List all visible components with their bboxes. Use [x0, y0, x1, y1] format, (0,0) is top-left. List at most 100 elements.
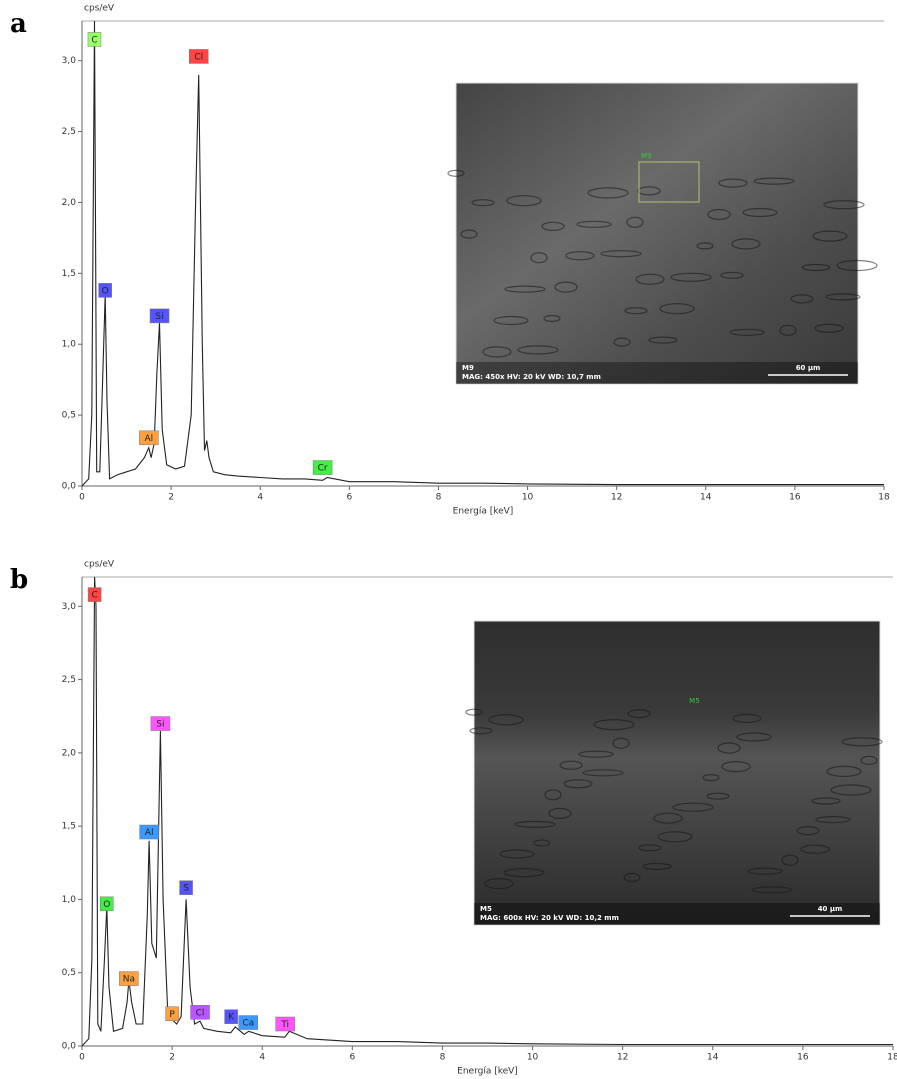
y-tick-label: 1,0: [62, 340, 77, 350]
peak-marker: [165, 1006, 179, 1022]
sem-texture: [800, 844, 830, 854]
site-label: M9: [641, 152, 652, 160]
peak-marker: [149, 308, 170, 324]
sem-texture: [653, 812, 683, 824]
sem-texture: [623, 872, 641, 883]
sem-texture: [707, 208, 731, 221]
sem-texture: [717, 742, 741, 754]
panel-label: b: [10, 565, 28, 595]
x-tick-label: 2: [169, 1053, 175, 1063]
sem-texture: [826, 765, 862, 778]
peak-label: S: [183, 884, 189, 894]
sem-texture: [696, 242, 714, 250]
x-tick-label: 14: [707, 1053, 719, 1063]
sem-texture: [720, 271, 744, 279]
sem-texture: [506, 195, 542, 207]
sem-texture: [624, 307, 648, 315]
sem-texture: [742, 207, 778, 218]
peak-marker: [190, 1005, 210, 1020]
sem-texture: [593, 718, 635, 731]
y-tick-label: 2,0: [62, 198, 77, 208]
peak-label: Ti: [280, 1020, 289, 1030]
x-tick-label: 16: [797, 1053, 809, 1063]
sem-texture: [503, 867, 545, 878]
y-axis-label: cps/eV: [84, 560, 115, 570]
sem-texture: [578, 750, 614, 758]
sem-texture: [612, 737, 630, 749]
sem-info-bar: [456, 362, 858, 384]
sem-texture: [672, 802, 714, 812]
peak-label: Ca: [242, 1019, 254, 1029]
sem-texture: [565, 251, 595, 261]
y-tick-label: 1,5: [62, 822, 76, 832]
sem-texture: [554, 281, 578, 293]
spectrum-line: [82, 576, 893, 1046]
sem-texture: [841, 737, 883, 747]
sem-texture: [718, 178, 748, 188]
sem-info-bar: [474, 903, 880, 925]
sem-texture: [721, 760, 751, 773]
peak-label: Si: [156, 720, 164, 730]
sem-texture: [635, 273, 665, 285]
y-tick-label: 3,0: [62, 602, 77, 612]
y-tick-label: 2,5: [62, 127, 76, 137]
sem-texture: [626, 216, 644, 228]
y-tick-label: 0,0: [62, 482, 77, 492]
peak-label: K: [228, 1013, 235, 1023]
sem-texture: [751, 886, 793, 894]
sem-texture: [613, 337, 631, 347]
sem-texture: [543, 314, 561, 323]
y-tick-label: 3,0: [62, 56, 77, 66]
sem-texture: [460, 229, 478, 239]
sem-texture: [814, 323, 844, 333]
peak-label: Cr: [318, 464, 328, 474]
peak-label: Al: [144, 434, 153, 444]
peak-label: Cl: [194, 52, 203, 62]
analysis-area: [638, 161, 700, 203]
sem-texture: [541, 221, 565, 231]
peak-label: Cl: [196, 1008, 205, 1018]
peak-label: C: [91, 35, 97, 45]
sem-texture: [471, 199, 495, 207]
y-tick-label: 1,0: [62, 895, 77, 905]
peak-marker: [100, 896, 114, 912]
sem-texture: [657, 831, 693, 843]
x-tick-label: 8: [440, 1053, 446, 1063]
y-tick-label: 2,5: [62, 675, 76, 685]
sem-texture: [825, 293, 861, 301]
peak-marker: [139, 824, 159, 840]
sem-texture: [533, 839, 551, 847]
sem-texture: [530, 252, 548, 264]
sem-texture: [642, 862, 672, 871]
sem-texture: [637, 186, 661, 196]
sem-texture: [576, 220, 612, 228]
x-tick-label: 10: [527, 1053, 539, 1063]
y-tick-label: 0,0: [62, 1042, 77, 1052]
y-tick-label: 1,5: [62, 269, 76, 279]
sem-texture: [781, 854, 799, 866]
panel-label: a: [10, 9, 27, 39]
y-tick-label: 0,5: [62, 411, 76, 421]
sem-texture: [732, 713, 762, 724]
sem-texture: [823, 200, 865, 210]
x-tick-label: 6: [346, 493, 352, 503]
peak-label: P: [169, 1010, 175, 1020]
sem-info: MAG: 600x HV: 20 kV WD: 10,2 mm: [480, 914, 619, 922]
x-tick-label: 16: [789, 493, 801, 503]
site-label: M5: [689, 697, 700, 705]
scale-label: 60 µm: [796, 364, 821, 372]
sem-texture: [600, 250, 642, 258]
sem-texture: [659, 303, 695, 315]
peak-marker: [87, 32, 102, 47]
sem-image: [473, 620, 881, 926]
sem-texture: [563, 779, 593, 789]
y-axis-label: cps/eV: [84, 4, 115, 14]
x-tick-label: 12: [617, 1053, 628, 1063]
x-tick-label: 14: [700, 493, 712, 503]
x-tick-label: 6: [349, 1053, 355, 1063]
sem-texture: [860, 755, 878, 766]
peak-marker: [188, 49, 209, 64]
sem-texture: [499, 849, 535, 859]
sem-image: [455, 82, 859, 385]
sem-texture: [504, 285, 546, 293]
